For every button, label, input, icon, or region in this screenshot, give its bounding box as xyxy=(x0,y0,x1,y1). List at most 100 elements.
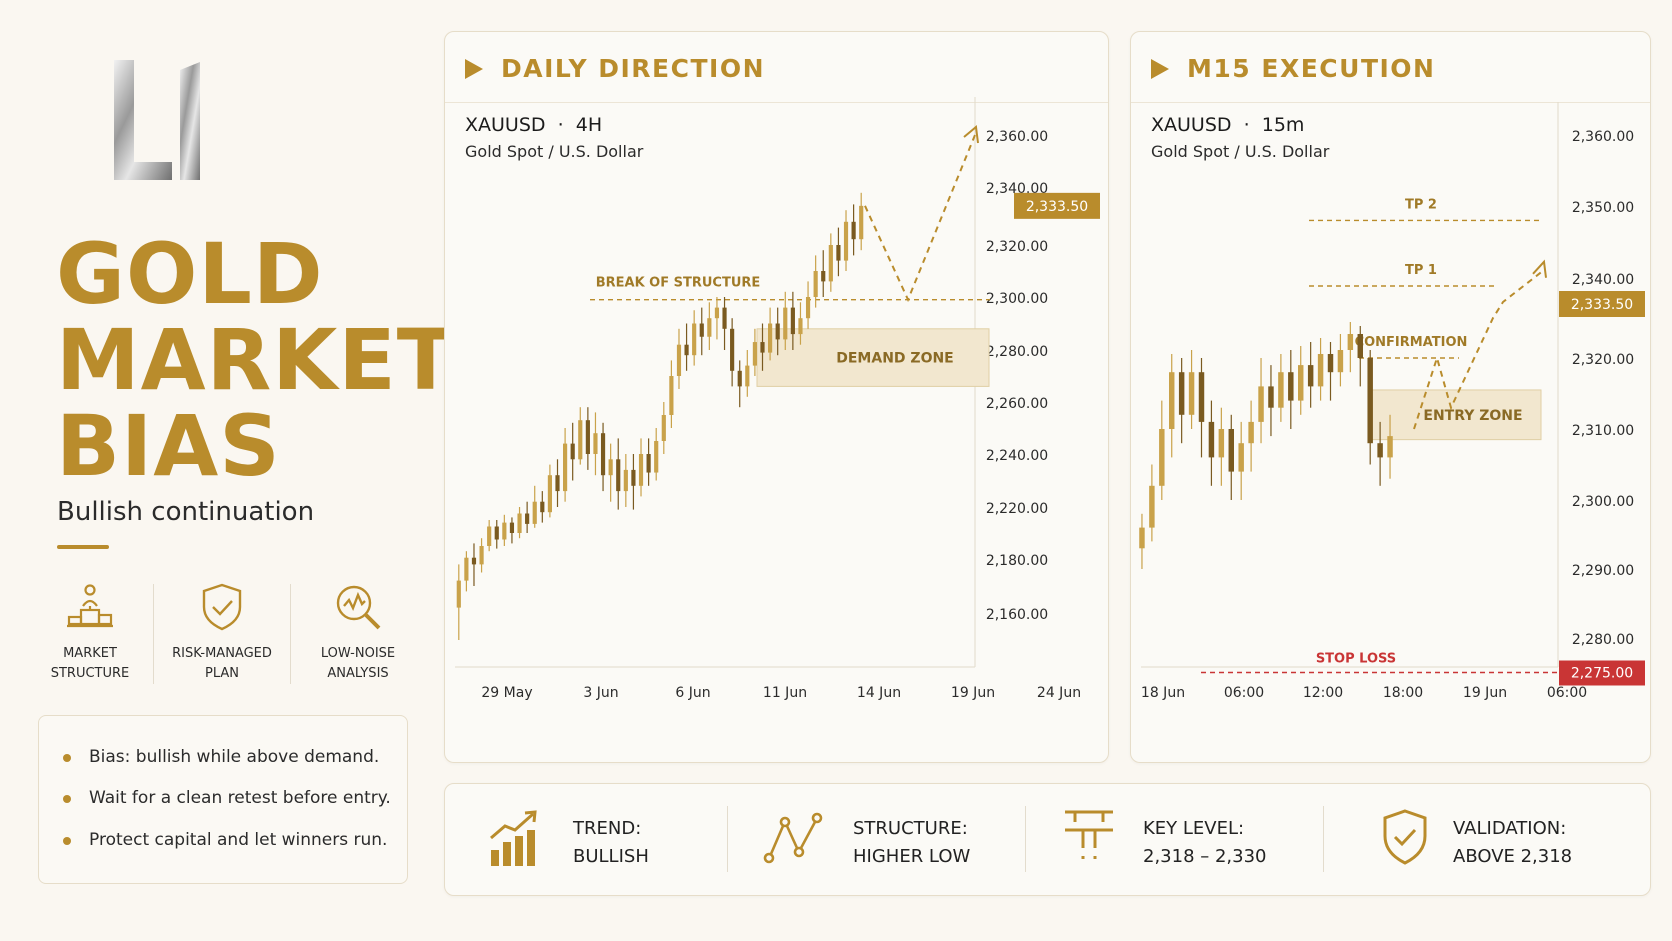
title-line-2: MARKET xyxy=(56,311,456,409)
y-tick-label: 2,280.00 xyxy=(986,344,1048,360)
candle-body xyxy=(1337,350,1344,373)
daily-candlestick-chart: 2,360.002,340.002,320.002,300.002,280.00… xyxy=(455,97,1100,701)
candle-body xyxy=(775,323,780,340)
y-tick-label: 2,220.00 xyxy=(986,501,1048,517)
title-line-3: BIAS xyxy=(56,397,281,495)
candle-body xyxy=(1278,372,1284,408)
candle-body xyxy=(676,344,682,376)
demand-zone-label: DEMAND ZONE xyxy=(836,351,954,367)
panel-title: DAILY DIRECTION xyxy=(465,54,765,83)
candle-body xyxy=(654,441,659,473)
zigzag-structure-icon xyxy=(763,812,823,864)
feature-label-1a: MARKET xyxy=(63,646,117,661)
candle-body xyxy=(517,513,522,533)
feature-label-3a: LOW-NOISE xyxy=(320,646,396,661)
x-tick-label: 18 Jun xyxy=(1141,685,1185,701)
candle-body xyxy=(563,443,568,492)
symbol-label: XAUUSD · 15m xyxy=(1151,114,1305,136)
feature-divider xyxy=(153,584,154,684)
bar-chart-up-icon xyxy=(490,810,537,866)
y-tick-label: 2,160.00 xyxy=(986,607,1048,623)
candle-body xyxy=(714,307,720,319)
logo-text: Li xyxy=(108,56,110,57)
candle-body xyxy=(760,342,765,353)
candle-body xyxy=(532,501,537,524)
feature-label-3b: ANALYSIS xyxy=(327,666,389,681)
feature-label-1b: STRUCTURE xyxy=(50,666,130,681)
x-tick-label: 14 Jun xyxy=(857,685,901,701)
candle-body xyxy=(555,475,560,492)
confirmation-label: CONFIRMATION xyxy=(1355,335,1468,350)
candle-body xyxy=(1188,372,1195,415)
y-tick-label: 2,320.00 xyxy=(1572,352,1634,368)
stop-price-tag xyxy=(1559,660,1645,686)
brand-logo: Li xyxy=(108,56,208,184)
candle-body xyxy=(547,475,552,513)
m15-execution-panel: M15 EXECUTION XAUUSD · 15m Gold Spot / U… xyxy=(1130,31,1651,763)
m15-candlestick-chart: 2,360.00 2,350.00 2,340.00 2,320.00 2,310.00… xyxy=(1139,102,1645,701)
subtitle: Bullish continuation xyxy=(57,497,315,527)
shield-check-icon xyxy=(202,583,242,631)
y-tick-label: 2,320.00 xyxy=(986,239,1048,255)
candle-body xyxy=(1268,386,1274,408)
candle-body xyxy=(464,557,469,581)
kpi-label: STRUCTURE: xyxy=(853,818,968,839)
candle-body xyxy=(487,526,492,546)
key-level-icon xyxy=(1065,810,1113,862)
feature-divider xyxy=(290,584,291,684)
notes-card: Bias: bullish while above demand. Wait f… xyxy=(38,715,408,884)
note-item: Protect capital and let winners run. xyxy=(63,830,387,850)
projection-arrowhead xyxy=(963,125,979,144)
x-tick-label: 3 Jun xyxy=(583,685,618,701)
candle-body xyxy=(600,433,606,476)
x-tick-label: 19 Jun xyxy=(951,685,995,701)
x-tick-label: 29 May xyxy=(481,685,532,701)
y-tick-label: 2,300.00 xyxy=(986,291,1048,307)
candle-body xyxy=(494,526,499,540)
podium-person-icon xyxy=(67,584,113,628)
candle-body xyxy=(707,318,712,337)
candle-body xyxy=(737,370,742,387)
candle-body xyxy=(585,420,590,454)
current-price-tag xyxy=(1559,291,1645,317)
panel-title: M15 EXECUTION xyxy=(1151,54,1435,83)
candle-body xyxy=(1347,334,1354,350)
projection-path xyxy=(864,134,976,303)
candle-body xyxy=(828,245,833,282)
x-tick-label: 12:00 xyxy=(1303,685,1343,701)
tp2-label: TP 2 xyxy=(1405,197,1437,212)
candle-body xyxy=(578,420,583,460)
candle-body xyxy=(525,513,530,524)
entry-zone-label: ENTRY ZONE xyxy=(1423,408,1522,424)
candle-body xyxy=(1198,372,1205,422)
candle-body xyxy=(509,522,515,533)
x-tick-label: 06:00 xyxy=(1547,685,1587,701)
candle-body xyxy=(699,323,704,337)
candle-body xyxy=(471,557,477,565)
candle-body xyxy=(813,271,818,297)
candle-body xyxy=(730,328,735,371)
kpi-value: BULLISH xyxy=(573,846,649,867)
note-item: Wait for a clean retest before entry. xyxy=(63,788,391,808)
x-tick-label: 19 Jun xyxy=(1463,685,1507,701)
candle-body xyxy=(722,307,727,329)
candle-body xyxy=(669,376,674,415)
projection-arrowhead xyxy=(1532,259,1547,278)
candle-body xyxy=(638,454,644,486)
kpi-label: KEY LEVEL: xyxy=(1143,818,1245,839)
candle-body xyxy=(1218,429,1225,458)
candle-body xyxy=(1317,354,1324,387)
magnifier-chart-icon xyxy=(336,585,381,630)
feature-label-2a: RISK-MANAGED xyxy=(172,646,272,661)
y-tick-label: 2,280.00 xyxy=(1572,632,1634,648)
y-tick-label: 2,260.00 xyxy=(986,396,1048,412)
y-tick-label: 2,240.00 xyxy=(986,448,1048,464)
candle-body xyxy=(593,433,598,454)
demand-zone-box xyxy=(756,328,990,387)
candle-body xyxy=(752,342,757,366)
summary-bar: TREND: BULLISH STRUCTURE: HIGHER LOW KEY L… xyxy=(444,783,1651,896)
candle-body xyxy=(1169,372,1175,429)
feature-market-structure: MARKET STRUCTURE xyxy=(20,582,160,684)
break-of-structure-label: BREAK OF STRUCTURE xyxy=(596,276,761,291)
candle-body xyxy=(692,323,697,356)
